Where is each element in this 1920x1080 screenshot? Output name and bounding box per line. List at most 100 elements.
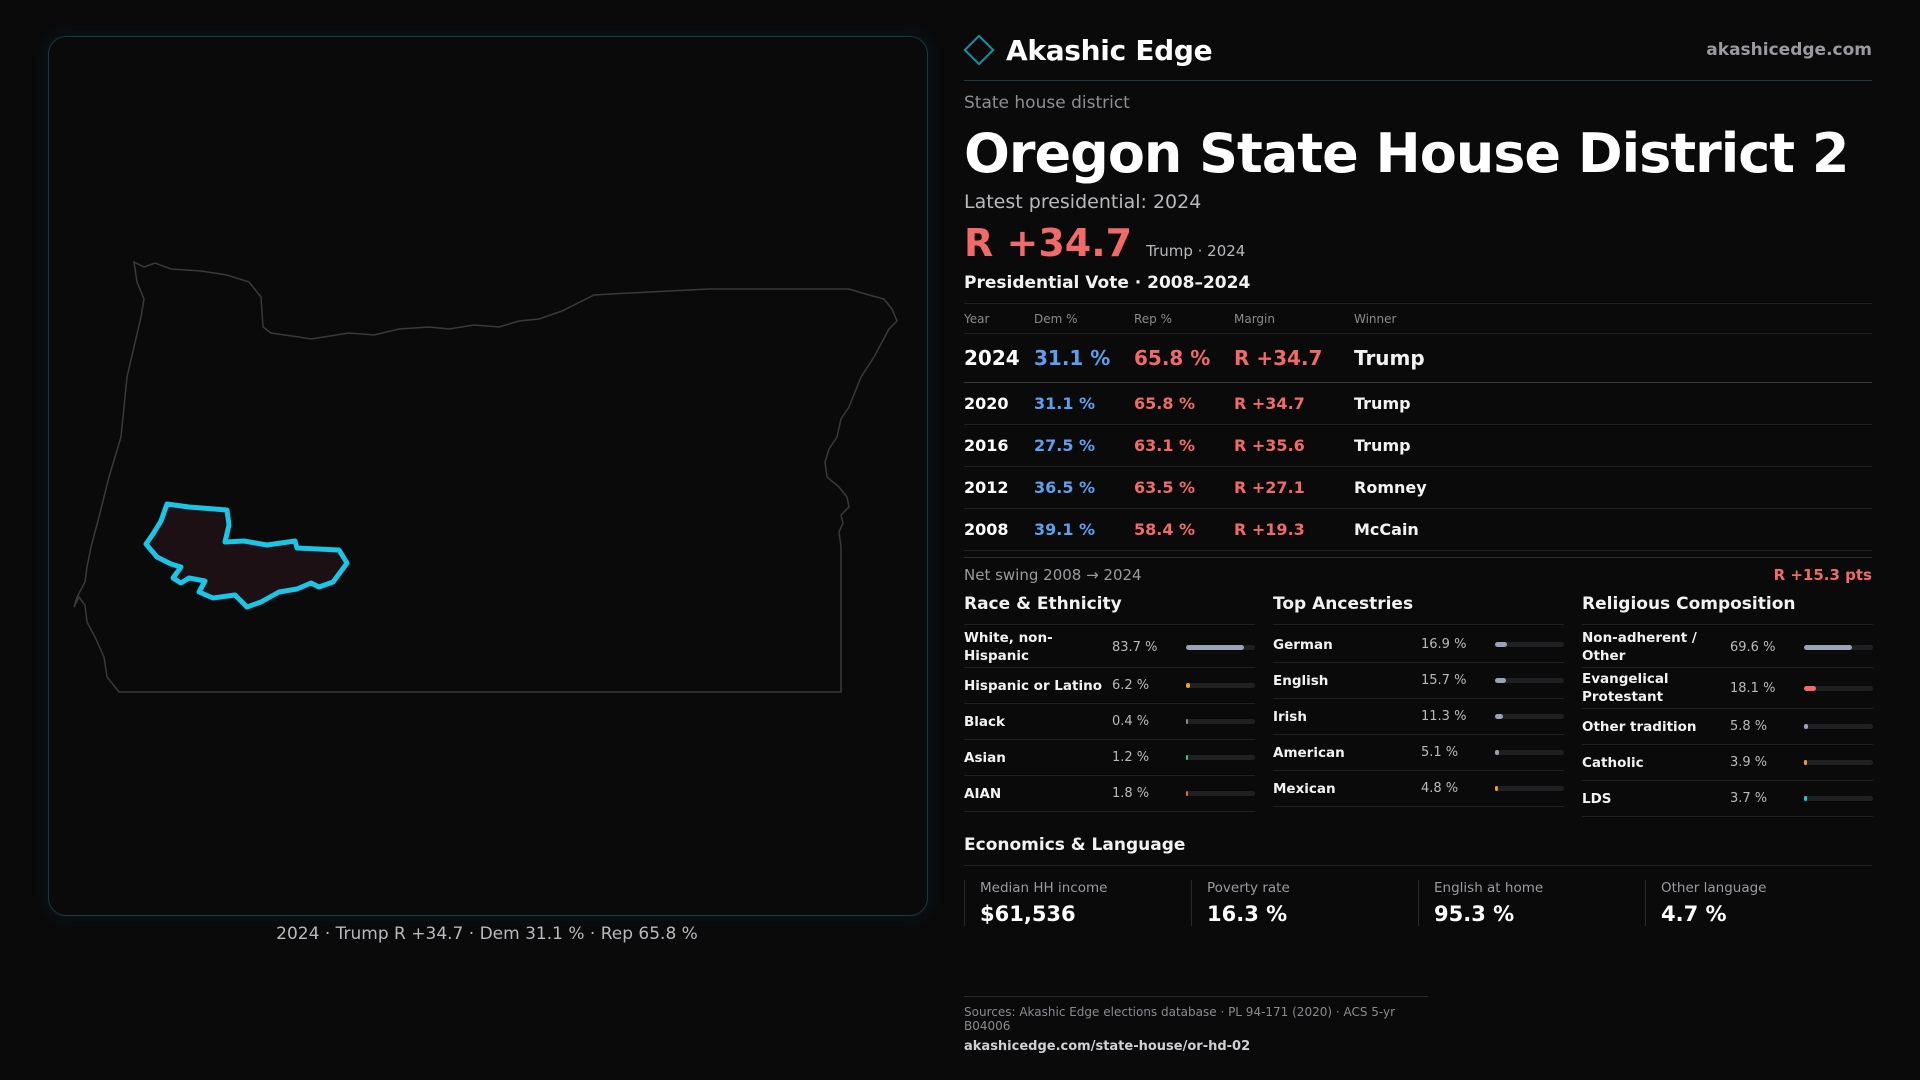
brand[interactable]: Akashic Edge	[963, 34, 1213, 67]
bar-track	[1804, 760, 1873, 765]
item-label: Non-adherent / Other	[1582, 630, 1697, 664]
table-row: 2016 27.5 % 63.1 % R +35.6 Trump	[964, 424, 1872, 467]
item-percent: 18.1 %	[1730, 680, 1776, 696]
bar-fill	[1495, 678, 1506, 683]
table-row: 2012 36.5 % 63.5 % R +27.1 Romney	[964, 466, 1872, 509]
economics-title: Economics & Language	[964, 835, 1872, 866]
economics-cards: Median HH income $61,536 Poverty rate 16…	[964, 880, 1872, 926]
row-margin: R +19.3	[1234, 508, 1354, 551]
item-percent: 69.6 %	[1730, 639, 1776, 655]
econ-value: 16.3 %	[1207, 902, 1288, 926]
item-label: Irish	[1273, 708, 1307, 725]
item-label: White, non-Hispanic	[964, 630, 1053, 664]
ancestries-section: Top Ancestries German 16.9 % English 15.7 %…	[1273, 594, 1564, 817]
row-year: 2016	[964, 424, 1034, 467]
econ-card-poverty: Poverty rate 16.3 %	[1191, 880, 1418, 926]
row-margin: R +27.1	[1234, 466, 1354, 509]
row-rep: 65.8 %	[1134, 333, 1234, 383]
ancestries-title: Top Ancestries	[1273, 594, 1564, 625]
item-percent: 11.3 %	[1421, 709, 1467, 724]
list-item: Other tradition 5.8 %	[1582, 709, 1873, 745]
bar-track	[1495, 750, 1564, 755]
list-item: Irish 11.3 %	[1273, 699, 1564, 735]
sources-url-link[interactable]: akashicedge.com/state-house/or-hd-02	[964, 1039, 1251, 1054]
row-winner: Romney	[1354, 466, 1872, 509]
col-rep: Rep %	[1134, 304, 1234, 334]
row-margin: R +35.6	[1234, 424, 1354, 467]
row-year: 2020	[964, 382, 1034, 425]
bar-fill	[1804, 724, 1808, 729]
bar-track	[1186, 755, 1255, 760]
district-type: State house district	[964, 93, 1130, 113]
religion-title: Religious Composition	[1582, 594, 1873, 625]
row-rep: 65.8 %	[1134, 382, 1234, 425]
bar-fill	[1804, 685, 1817, 691]
item-label: Evangelical Protestant	[1582, 671, 1669, 705]
bar-track	[1804, 644, 1873, 650]
list-item: Mexican 4.8 %	[1273, 771, 1564, 807]
race-ethnicity-title: Race & Ethnicity	[964, 594, 1255, 625]
item-percent: 5.1 %	[1421, 745, 1459, 760]
list-item: White, non-Hispanic 83.7 %	[964, 627, 1255, 668]
bar-fill	[1804, 644, 1853, 650]
table-row: 2024 31.1 % 65.8 % R +34.7 Trump	[964, 333, 1872, 383]
row-winner: Trump	[1354, 424, 1872, 467]
bar-track	[1804, 724, 1873, 729]
bar-track	[1495, 714, 1564, 719]
bar-track	[1495, 786, 1564, 791]
row-dem: 27.5 %	[1034, 424, 1134, 467]
sources-footer: Sources: Akashic Edge elections database…	[964, 996, 1428, 1054]
bar-fill	[1495, 786, 1499, 791]
econ-label: Median HH income	[980, 880, 1108, 896]
sources-text: Sources: Akashic Edge elections database…	[964, 1005, 1396, 1033]
row-rep: 63.1 %	[1134, 424, 1234, 467]
econ-card-other-language: Other language 4.7 %	[1645, 880, 1872, 926]
religion-section: Religious Composition Non-adherent / Oth…	[1582, 594, 1873, 817]
district-map[interactable]	[48, 36, 928, 916]
item-percent: 1.8 %	[1112, 786, 1150, 801]
bar-track	[1186, 644, 1255, 650]
list-item: English 15.7 %	[1273, 663, 1564, 699]
item-label: American	[1273, 744, 1345, 761]
econ-value: 95.3 %	[1434, 902, 1515, 926]
bar-fill	[1495, 750, 1499, 755]
district-panel: Akashic Edge akashicedge.com State house…	[963, 30, 1873, 926]
bar-fill	[1186, 719, 1188, 724]
table-row: 2020 31.1 % 65.8 % R +34.7 Trump	[964, 382, 1872, 425]
bar-track	[1495, 678, 1564, 683]
bar-track	[1186, 791, 1255, 796]
latest-presidential-label: Latest presidential: 2024	[964, 191, 1202, 213]
race-ethnicity-section: Race & Ethnicity White, non-Hispanic 83.7…	[964, 594, 1255, 817]
list-item: Non-adherent / Other 69.6 %	[1582, 627, 1873, 668]
item-percent: 1.2 %	[1112, 750, 1150, 765]
item-label: Black	[964, 713, 1006, 730]
item-label: AIAN	[964, 785, 1002, 802]
bar-track	[1804, 685, 1873, 691]
row-rep: 63.5 %	[1134, 466, 1234, 509]
item-label: Hispanic or Latino	[964, 677, 1102, 694]
econ-value: 4.7 %	[1661, 902, 1727, 926]
item-percent: 16.9 %	[1421, 637, 1467, 652]
table-header-row: Year Dem % Rep % Margin Winner	[964, 304, 1872, 334]
item-label: Asian	[964, 749, 1006, 766]
net-swing-value: R +15.3 pts	[1773, 566, 1872, 584]
list-item: American 5.1 %	[1273, 735, 1564, 771]
bar-fill	[1186, 644, 1244, 650]
page-title: Oregon State House District 2	[964, 122, 1849, 185]
bar-fill	[1804, 796, 1807, 801]
col-dem: Dem %	[1034, 304, 1134, 334]
col-winner: Winner	[1354, 304, 1872, 334]
bar-track	[1186, 719, 1255, 724]
brand-url-link[interactable]: akashicedge.com	[1706, 40, 1872, 60]
item-percent: 5.8 %	[1730, 719, 1768, 734]
net-swing-label: Net swing 2008 → 2024	[964, 566, 1142, 584]
bar-fill	[1804, 760, 1807, 765]
row-winner: McCain	[1354, 508, 1872, 551]
district-2-shape	[143, 501, 350, 610]
item-label: English	[1273, 672, 1329, 689]
item-percent: 3.9 %	[1730, 755, 1768, 770]
bar-fill	[1186, 755, 1188, 760]
bar-track	[1804, 796, 1873, 801]
bar-track	[1186, 683, 1255, 688]
bar-fill	[1186, 791, 1188, 796]
